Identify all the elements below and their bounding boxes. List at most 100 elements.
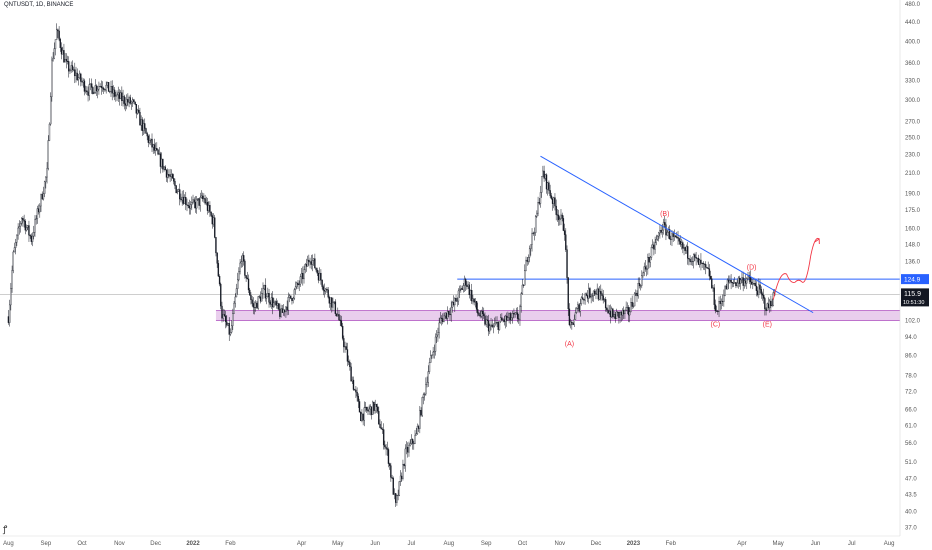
candle-body	[332, 302, 334, 308]
candle-body	[21, 218, 23, 224]
candle-body	[185, 197, 187, 205]
candle-body	[335, 313, 338, 316]
candle	[273, 297, 275, 309]
candle-body	[331, 297, 333, 308]
candle-body	[198, 198, 200, 206]
candle-body	[7, 316, 10, 323]
candle	[463, 275, 466, 292]
candle-body	[560, 214, 562, 219]
candle-body	[738, 277, 741, 284]
candle	[373, 401, 375, 414]
candle	[678, 237, 680, 245]
candle-body	[654, 242, 656, 250]
candle-body	[472, 298, 474, 302]
candle-body	[29, 235, 31, 237]
candle-body	[728, 279, 730, 283]
candle	[217, 260, 220, 277]
y-tick-label: 78.0	[905, 373, 917, 379]
candle	[485, 315, 487, 328]
candle	[357, 393, 359, 409]
candle-body	[596, 288, 598, 295]
candle-body	[677, 236, 679, 239]
candle-body	[244, 260, 246, 276]
candle	[481, 306, 484, 321]
candle	[557, 209, 560, 226]
candle-body	[485, 319, 487, 325]
candle-body	[259, 296, 262, 302]
candle-body	[612, 308, 614, 317]
candle	[562, 215, 565, 232]
candle-body	[758, 284, 760, 295]
candle	[399, 470, 402, 486]
svg-text:ꝭ: ꝭ	[2, 525, 8, 535]
candle	[284, 309, 286, 317]
candle	[222, 308, 224, 322]
candle	[653, 241, 655, 256]
candle	[489, 323, 491, 335]
candle-body	[550, 195, 553, 199]
descending-trendline	[540, 155, 814, 314]
candle-body	[684, 247, 686, 251]
candle	[499, 313, 502, 323]
candle-body	[541, 176, 543, 193]
candle-body	[491, 324, 493, 327]
candle-body	[462, 285, 464, 290]
candle-body	[46, 168, 48, 178]
candle-body	[691, 261, 694, 262]
candle	[583, 298, 585, 305]
candle	[314, 253, 316, 269]
candle-body	[40, 194, 42, 207]
candle-body	[670, 238, 672, 240]
tradingview-logo-icon[interactable]: ꝭ	[2, 525, 8, 535]
time-axis[interactable]	[0, 536, 932, 550]
candle	[472, 294, 474, 305]
candle	[215, 236, 217, 257]
candle	[340, 315, 343, 328]
candle	[579, 298, 581, 317]
candle-body	[223, 314, 226, 317]
candle-body	[154, 148, 157, 151]
candle-body	[308, 259, 310, 262]
candle	[682, 240, 684, 254]
candle-body	[644, 266, 647, 270]
candle-body	[544, 174, 546, 179]
candle	[633, 292, 636, 307]
candle	[397, 489, 399, 501]
candle-body	[227, 323, 229, 326]
y-tick-label: 175.0	[905, 208, 921, 214]
candle	[287, 292, 290, 315]
candle-body	[75, 72, 77, 77]
candle	[598, 286, 601, 301]
candle-body	[567, 277, 569, 310]
trendline-layer[interactable]	[540, 155, 814, 314]
x-tick-label: May	[772, 541, 783, 547]
candle-body	[354, 389, 356, 391]
candle-body	[273, 302, 275, 308]
candle-body	[157, 149, 159, 155]
candle-body	[187, 205, 189, 207]
candle-body	[740, 279, 742, 284]
candle	[89, 83, 92, 91]
candle-body	[392, 478, 394, 495]
candle-body	[463, 279, 466, 286]
candle	[619, 310, 621, 323]
candle-body	[443, 315, 445, 323]
candle-body	[461, 288, 463, 290]
candle	[343, 335, 345, 353]
candle	[696, 257, 698, 263]
candle	[729, 275, 731, 284]
candle-body	[489, 325, 491, 332]
candle	[279, 303, 281, 320]
candle	[347, 355, 350, 366]
candle	[235, 283, 238, 298]
candle	[278, 302, 280, 311]
candle-body	[652, 244, 654, 248]
candle	[545, 173, 548, 194]
candle-body	[124, 103, 127, 106]
y-tick-label: 330.0	[905, 79, 921, 85]
candle-body	[222, 314, 224, 319]
candle-body	[765, 308, 767, 311]
candle	[378, 406, 380, 425]
candle-body	[30, 235, 33, 242]
